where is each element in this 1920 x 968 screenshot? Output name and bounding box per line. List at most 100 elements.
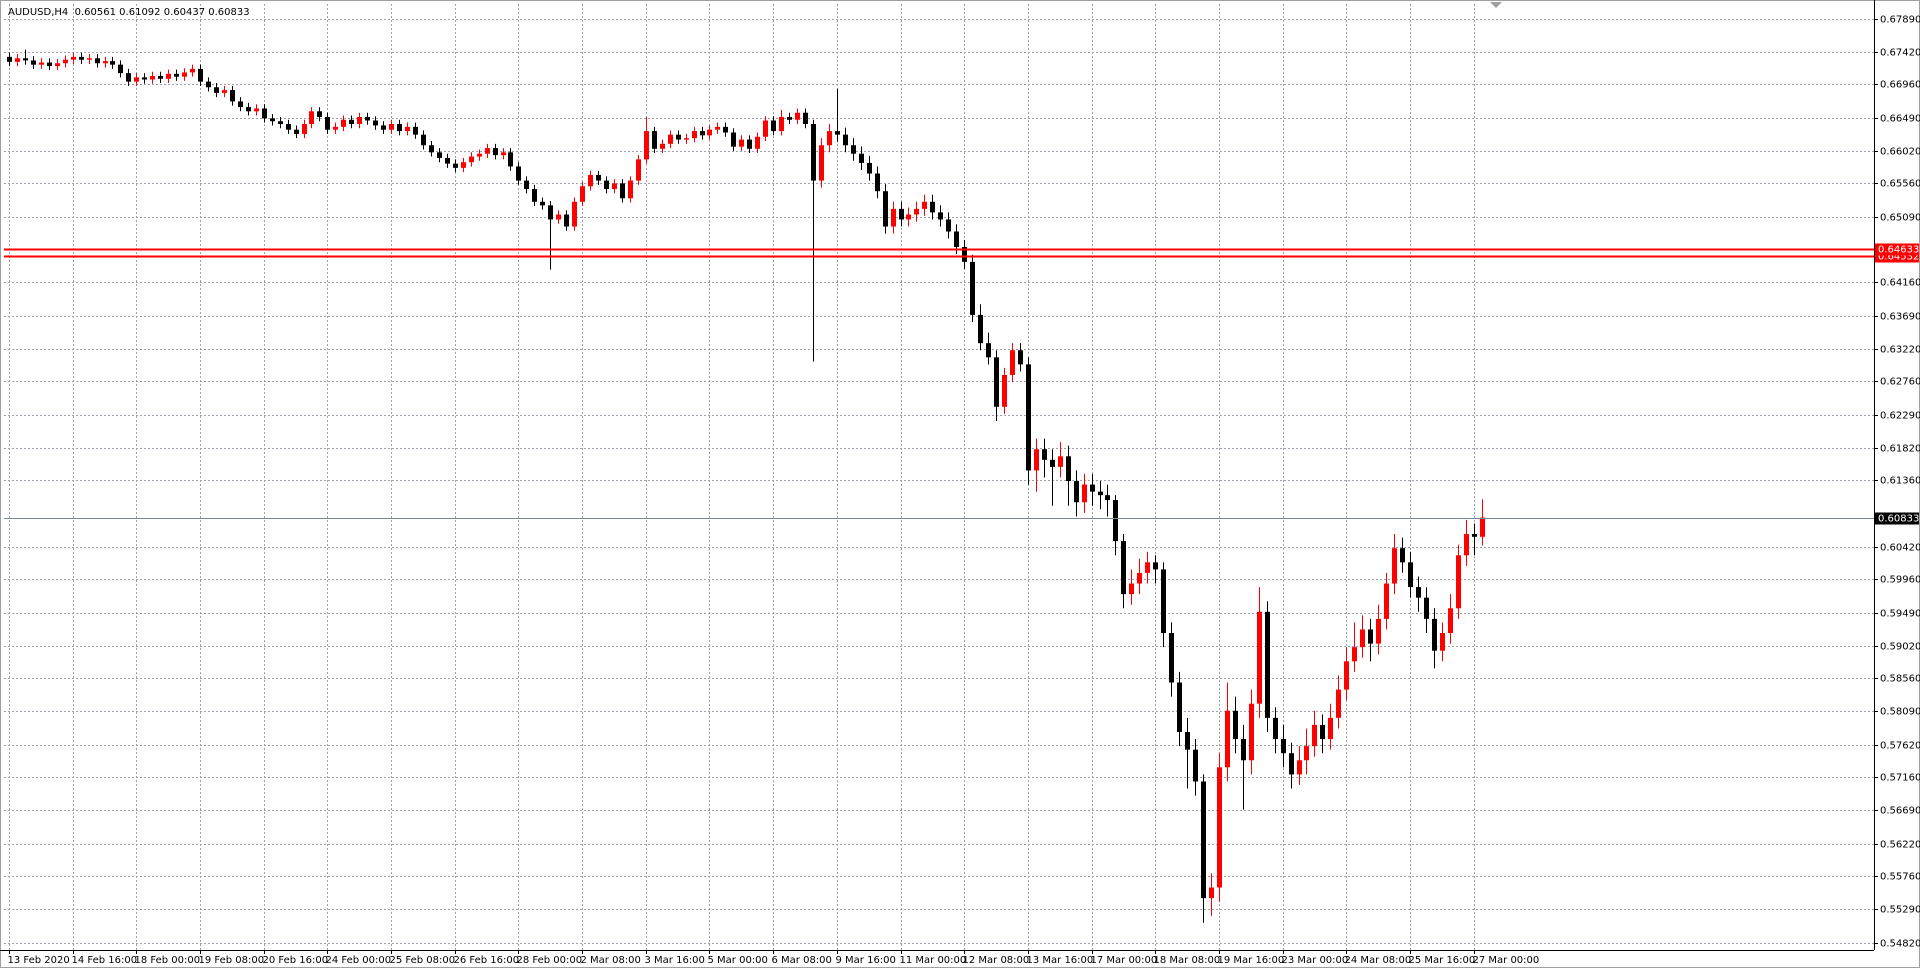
y-tick-label: 0.56690	[1880, 806, 1920, 817]
candle-body	[1281, 739, 1286, 754]
x-tick-label: 3 Mar 16:00	[645, 955, 705, 966]
candle-body	[469, 156, 474, 163]
candle-body	[588, 174, 593, 187]
candle-body	[636, 159, 641, 181]
candle-body	[731, 132, 736, 147]
candle-body	[373, 120, 378, 126]
candle-body	[1105, 495, 1110, 501]
candle-body	[294, 129, 299, 134]
x-tick-label: 26 Feb 16:00	[454, 955, 520, 966]
x-tick-label: 25 Feb 08:00	[390, 955, 456, 966]
x-tick-label: 19 Feb 08:00	[199, 955, 265, 966]
candle-body	[1304, 746, 1309, 761]
candle-body	[612, 183, 617, 190]
y-tick-label: 0.63220	[1880, 345, 1920, 356]
candle-body	[1042, 449, 1047, 460]
candle-body	[461, 162, 466, 168]
candle-body	[118, 64, 123, 74]
candle-body	[270, 118, 275, 122]
candle-body	[1026, 364, 1031, 471]
x-tick-label: 17 Mar 00:00	[1091, 955, 1158, 966]
x-tick-label: 2 Mar 08:00	[581, 955, 641, 966]
candle-body	[723, 126, 728, 133]
candle-body	[580, 186, 585, 202]
candle-body	[1121, 541, 1126, 595]
y-tick-label: 0.59490	[1880, 609, 1920, 620]
candle-body	[174, 73, 179, 77]
candle-body	[914, 208, 919, 215]
candle-body	[23, 58, 28, 61]
candle-body	[676, 134, 681, 140]
candle-body	[946, 219, 951, 232]
shift-marker	[1490, 2, 1502, 8]
x-tick-label: 18 Mar 08:00	[1154, 955, 1221, 966]
candle-body	[262, 108, 267, 119]
candle-body	[930, 201, 935, 213]
candle-body	[126, 73, 131, 82]
candle-body	[596, 174, 601, 181]
candle-body	[835, 131, 840, 135]
x-tick-label: 23 Mar 00:00	[1282, 955, 1349, 966]
candle-body	[660, 143, 665, 149]
candle-body	[1161, 569, 1166, 634]
level-label: 0.64633	[1878, 245, 1919, 256]
candle-body	[1392, 548, 1397, 584]
candle-body	[493, 148, 498, 156]
y-tick-label: 0.62760	[1880, 377, 1920, 388]
candle-body	[1257, 611, 1262, 704]
candle-body	[246, 107, 251, 112]
candle-body	[1432, 618, 1437, 651]
candle-body	[397, 124, 402, 132]
candle-body	[1336, 689, 1341, 718]
x-tick-label: 12 Mar 08:00	[963, 955, 1030, 966]
y-tick-label: 0.59960	[1880, 575, 1920, 586]
candle-body	[1400, 548, 1405, 563]
x-tick-label: 5 Mar 00:00	[708, 955, 768, 966]
candle-body	[71, 56, 76, 60]
candle-body	[1273, 717, 1278, 740]
candle-body	[715, 126, 720, 130]
candle-body	[142, 77, 147, 80]
candle-body	[1344, 661, 1349, 690]
candle-body	[1265, 611, 1270, 718]
candle-body	[302, 124, 307, 134]
candle-body	[477, 153, 482, 157]
candle-body	[899, 208, 904, 220]
candle-body	[779, 116, 784, 132]
candle-body	[1193, 749, 1198, 782]
candle-body	[206, 81, 211, 88]
candle-body	[843, 134, 848, 146]
candle-body	[309, 111, 314, 125]
candle-body	[700, 131, 705, 136]
candle-body	[1352, 647, 1357, 662]
candle-body	[286, 124, 291, 130]
candle-body	[1185, 731, 1190, 750]
candle-body	[540, 201, 545, 206]
candle-body	[644, 131, 649, 160]
y-tick-label: 0.66960	[1880, 80, 1920, 91]
candle-body	[230, 90, 235, 102]
candle-body	[39, 62, 44, 65]
candle-body	[524, 180, 529, 190]
candle-body	[365, 116, 370, 121]
candle-body	[389, 124, 394, 130]
candle-body	[891, 208, 896, 227]
candle-body	[325, 116, 330, 130]
candle-body	[405, 126, 410, 132]
candle-body	[994, 357, 999, 407]
candle-body	[1034, 449, 1039, 471]
candle-body	[485, 148, 490, 154]
candle-body	[1050, 459, 1055, 467]
candle-body	[1456, 555, 1461, 609]
x-tick-label: 20 Feb 16:00	[263, 955, 329, 966]
candle-body	[182, 72, 187, 77]
candle-body	[628, 180, 633, 199]
candle-body	[7, 56, 12, 62]
x-tick-label: 19 Mar 16:00	[1218, 955, 1285, 966]
candle-body	[1328, 717, 1333, 740]
y-tick-label: 0.67420	[1880, 48, 1920, 59]
candle-body	[508, 152, 513, 167]
candle-body	[803, 112, 808, 125]
y-tick-label: 0.55760	[1880, 872, 1920, 883]
